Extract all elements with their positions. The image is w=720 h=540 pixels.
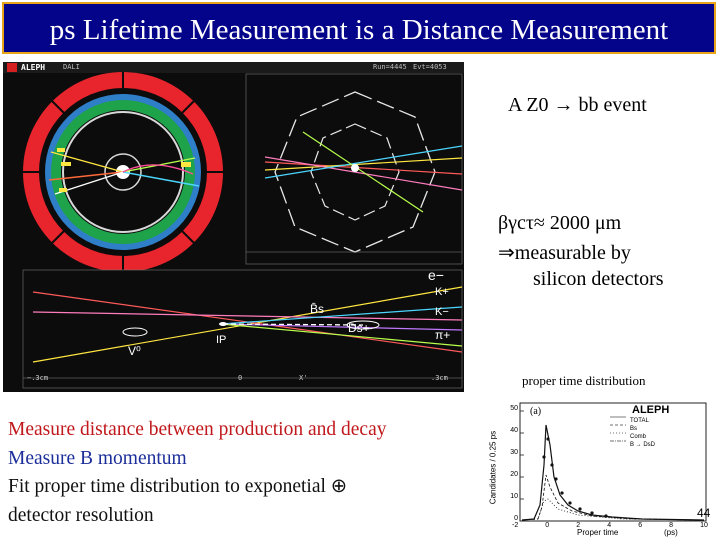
bullet-distance: Measure distance between production and … [8,419,387,440]
bullet-fit: Fit proper time distribution to exponeti… [8,476,348,497]
bullet-list: Measure distance between production and … [8,416,386,530]
plot-caption: proper time distribution [522,373,646,388]
inner-chamber [104,153,142,191]
bs-label: B̄s [310,302,325,316]
axis-left-label: −.3cm [27,374,49,382]
tpc-outer [62,111,184,233]
plot-panel-label: (a) [530,406,542,417]
total-curve [521,424,705,521]
aleph-logo-icon [7,63,17,72]
plot-experiment: ALEPH [632,404,670,416]
xtick: 10 [700,522,708,529]
ytick-0: 0 [514,515,518,522]
axis-x-label: X' [299,374,308,382]
xtick: -2 [512,522,519,529]
axis-right-label: .3cm [431,374,448,382]
legend-comb: Comb [630,434,647,440]
legend-bdsd: B → DsD [630,442,656,448]
electron-label: e− [428,267,444,283]
comb-curve [521,498,705,521]
silicon-line: silicon detectors [533,268,664,290]
xtick: 2 [576,522,581,529]
zoom-view [245,73,463,265]
ytick-50: 50 [510,405,518,412]
plot-xlabel: Proper time [577,528,619,537]
run-number: Run=4445 [373,63,407,71]
experiment-name: ALEPH [21,63,46,72]
plot-yticks: 50 40 30 20 10 0 [504,398,518,530]
lifetime-formula: βγcτ≈ 2000 μm [498,212,622,234]
plot-xunit: (ps) [664,528,678,537]
xtick: 8 [669,522,674,529]
event-caption: A Z0 → bb event [508,94,647,116]
plot-legend: TOTAL Bs Comb B → DsD [630,417,655,449]
event-display-graphic [22,72,463,389]
axis-mid-label: 0 [238,374,243,382]
xtick: 6 [638,522,643,529]
xtick: 4 [607,522,612,529]
measurable-line: ⇒measurable by [498,242,631,264]
detector-view [23,72,223,272]
xtick: 0 [545,522,550,529]
plot-ylabel: Candidates / 0.25 ps [488,430,498,505]
vertex-zoom-view [22,269,463,389]
ds-label: Ds+ [348,321,370,335]
event-display: ALEPH DALI Run=4445 Evt=4053 [3,62,464,392]
bullet-momentum: Measure B momentum [8,447,187,469]
ytick-10: 10 [510,493,518,500]
ytick-20: 20 [510,471,518,478]
pion-label: π+ [435,328,451,342]
display-header: ALEPH DALI Run=4445 Evt=4053 [3,62,464,73]
legend-bs: Bs [630,426,638,432]
legend-total: TOTAL [630,418,649,424]
ip-label: IP [216,334,227,346]
event-number: Evt=4053 [413,63,447,71]
title-bar: ps Lifetime Measurement is a Distance Me… [2,2,716,54]
proper-time-plot: Candidates / 0.25 ps 50 40 30 20 10 0 (a… [482,395,714,537]
v0-label: V⁰ [128,344,141,358]
plot-xticks: -2 0 2 4 6 8 10 [512,522,708,529]
ytick-40: 40 [510,427,518,434]
page-number: 44 [697,506,711,520]
kaon-minus-label: K− [435,306,449,318]
bullet-resolution: detector resolution [8,504,154,526]
slide-title: ps Lifetime Measurement is a Distance Me… [49,14,669,46]
kaon-plus-label: K+ [435,286,449,298]
plot-graphic [519,402,707,522]
bs-curve [521,474,705,521]
ytick-30: 30 [510,449,518,456]
display-program: DALI [63,63,80,71]
